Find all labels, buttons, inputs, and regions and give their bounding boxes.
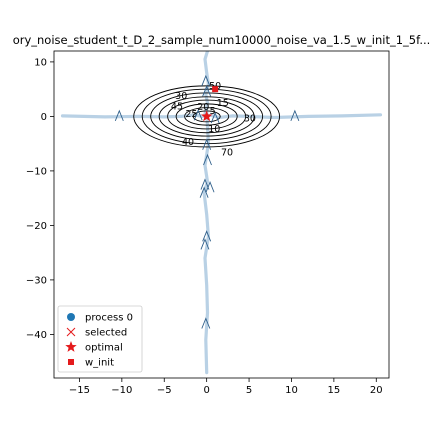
selected-marker-12 xyxy=(193,109,203,121)
selected-marker-7 xyxy=(205,181,215,193)
legend: process 0 selected optimal w_init xyxy=(57,305,143,373)
plot-content: 503015205452510304070 xyxy=(60,51,383,375)
contour-ellipse-2 xyxy=(175,103,238,130)
legend-label-3: w_init xyxy=(85,358,114,369)
x-tick-label-2: −5 xyxy=(157,385,172,396)
legend-marker-circle xyxy=(67,313,75,321)
legend-marker-x xyxy=(66,327,76,337)
selected-marker-9 xyxy=(202,230,212,242)
x-tick-label-6: 15 xyxy=(328,385,341,396)
legend-item-3: w_init xyxy=(68,358,114,369)
legend-marker-star xyxy=(65,341,77,352)
legend-item-1: selected xyxy=(66,327,127,339)
trajectory-line-2 xyxy=(203,51,210,116)
selected-marker-6 xyxy=(200,178,210,190)
y-tick-label-2: −10 xyxy=(26,166,47,177)
y-tick-label-3: −20 xyxy=(26,221,47,232)
optimal-marker xyxy=(201,110,213,122)
selected-marker-0 xyxy=(114,109,124,122)
contour-label-3: 20 xyxy=(197,102,209,113)
y-tick-label-1: 0 xyxy=(41,112,47,123)
selected-marker-1 xyxy=(290,109,300,122)
plot-area: 503015205452510304070−15−10−505101520100… xyxy=(26,50,390,396)
contour-ellipse-6 xyxy=(141,88,272,145)
chart-title: ory_noise_student_t_D_2_sample_num10000_… xyxy=(13,33,431,47)
contour-ellipse-1 xyxy=(184,107,230,126)
contour-label-2: 15 xyxy=(217,98,229,109)
legend-item-0: process 0 xyxy=(67,313,133,324)
contour-label-4: 5 xyxy=(210,106,216,117)
x-tick-label-4: 5 xyxy=(246,385,252,396)
contour-label-5: 45 xyxy=(171,102,183,113)
selected-marker-8 xyxy=(199,186,209,198)
legend-label-2: optimal xyxy=(85,343,123,354)
selected-marker-11 xyxy=(201,317,211,329)
selected-marker-13 xyxy=(210,111,220,124)
contour-ellipse-4 xyxy=(158,96,255,137)
y-tick-label-5: −40 xyxy=(26,330,47,341)
y-tick-label-0: 10 xyxy=(34,57,47,68)
axes-frame xyxy=(53,50,390,379)
legend-marker-square xyxy=(68,359,74,365)
legend-item-2: optimal xyxy=(65,341,123,354)
contour-ellipse-3 xyxy=(167,99,247,134)
trajectory-line-1 xyxy=(202,109,210,375)
x-tick-label-0: −15 xyxy=(69,385,90,396)
selected-marker-2 xyxy=(201,74,211,87)
selected-marker-3 xyxy=(202,85,212,97)
contour-label-6: 25 xyxy=(185,109,197,120)
trajectory-line-0 xyxy=(60,113,383,120)
x-tick-label-3: 0 xyxy=(203,385,209,396)
selected-marker-10 xyxy=(200,238,210,250)
contour-label-8: 30 xyxy=(244,114,256,125)
legend-box xyxy=(57,305,143,373)
legend-label-0: process 0 xyxy=(85,313,133,324)
x-tick-label-5: 10 xyxy=(285,385,298,396)
x-tick-label-1: −10 xyxy=(111,385,132,396)
contour-label-9: 40 xyxy=(182,137,194,148)
contour-label-1: 30 xyxy=(175,91,187,102)
legend-label-1: selected xyxy=(85,328,127,339)
x-tick-label-7: 20 xyxy=(370,385,383,396)
contour-label-7: 10 xyxy=(208,124,220,135)
contour-label-10: 70 xyxy=(221,147,233,158)
y-tick-label-4: −30 xyxy=(26,275,47,286)
w-init-marker xyxy=(212,86,219,93)
selected-marker-4 xyxy=(202,138,212,150)
selected-marker-5 xyxy=(203,153,212,166)
